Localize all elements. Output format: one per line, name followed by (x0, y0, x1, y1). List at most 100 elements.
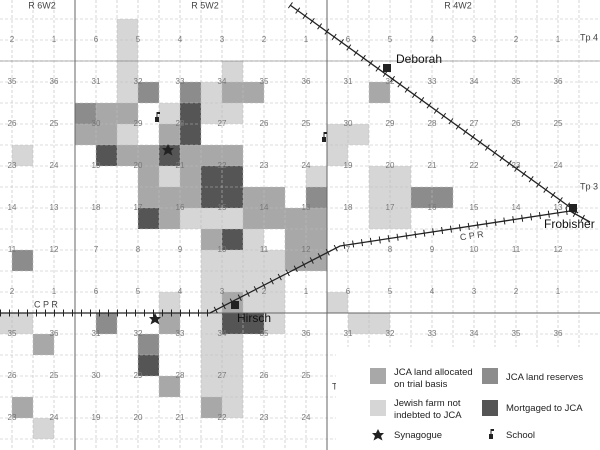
town-label: Frobisher (544, 217, 595, 231)
section-number: 27 (470, 119, 479, 128)
section-number: 15 (470, 203, 479, 212)
parcel (285, 229, 306, 250)
section-number: 34 (218, 77, 227, 86)
section-number: 36 (302, 77, 311, 86)
parcel (369, 82, 390, 103)
railway (289, 4, 579, 214)
parcel (306, 187, 327, 208)
section-number: 33 (176, 329, 185, 338)
parcel (201, 397, 222, 418)
section-number: 23 (260, 413, 269, 422)
section-number: 35 (8, 77, 17, 86)
parcel (96, 124, 117, 145)
section-number: 24 (554, 161, 563, 170)
section-number: 9 (430, 245, 435, 254)
parcel (159, 103, 180, 124)
section-number: 19 (92, 413, 101, 422)
parcel (348, 313, 390, 334)
parcel (96, 103, 138, 124)
parcel (138, 208, 159, 229)
section-number: 31 (92, 77, 101, 86)
legend: JCA land allocated on trial basis JCA lan… (336, 347, 600, 450)
section-number: 6 (94, 35, 99, 44)
parcel (117, 145, 138, 166)
parcel (117, 61, 138, 82)
railways (0, 2, 592, 317)
parcel (117, 19, 138, 40)
section-number: 1 (304, 35, 309, 44)
section-numbers: 2 1 6 5 4 3 2 1 6 5 4 3 2 135 36 31 32 33 34 35 36 31 32 33 34 35… (8, 35, 563, 422)
section-number: 30 (344, 119, 353, 128)
section-number: 4 (178, 35, 183, 44)
synagogue-symbol (162, 144, 174, 156)
parcel (201, 82, 222, 103)
parcel (201, 103, 222, 124)
section-number: 31 (344, 77, 353, 86)
legend-label: JCA land reserves (506, 372, 583, 383)
section-number: 3 (472, 35, 477, 44)
section-number: 9 (178, 245, 183, 254)
section-number: 24 (50, 413, 59, 422)
township-label: Tp 4 (580, 32, 598, 42)
parcel (180, 82, 201, 103)
section-number: 33 (428, 329, 437, 338)
parcel (12, 250, 33, 271)
parcel (117, 40, 138, 61)
parcel (264, 313, 285, 334)
school-symbol (155, 112, 160, 122)
section-number: 20 (134, 161, 143, 170)
section-number: 16 (176, 203, 185, 212)
section-number: 34 (470, 77, 479, 86)
section-number: 1 (304, 287, 309, 296)
legend-symbol (372, 429, 384, 441)
section-number: 2 (514, 35, 519, 44)
parcel (33, 334, 54, 355)
section-number: 23 (260, 161, 269, 170)
section-number: 21 (428, 161, 437, 170)
section-number: 2 (262, 35, 267, 44)
section-number: 1 (556, 35, 561, 44)
section-number: 22 (470, 161, 479, 170)
parcel (222, 208, 243, 229)
section-number: 35 (260, 77, 269, 86)
section-number: 36 (554, 77, 563, 86)
town-label: Hirsch (237, 311, 271, 325)
railway-label: C P R (34, 299, 58, 309)
section-number: 35 (512, 77, 521, 86)
parcel (159, 166, 180, 187)
parcel (75, 103, 96, 124)
section-number: 6 (346, 287, 351, 296)
legend-swatch (482, 368, 498, 384)
section-number: 28 (176, 119, 185, 128)
parcel (0, 313, 33, 334)
parcel (117, 82, 138, 103)
section-number: 31 (344, 329, 353, 338)
section-number: 16 (428, 203, 437, 212)
section-number: 14 (512, 203, 521, 212)
section-number: 1 (52, 287, 57, 296)
parcel (117, 124, 138, 145)
section-number: 23 (512, 161, 521, 170)
parcel (327, 124, 369, 145)
township-label: Tp 3 (580, 181, 598, 191)
section-number: 29 (386, 119, 395, 128)
section-number: 25 (302, 371, 311, 380)
legend-symbol (489, 429, 494, 439)
section-number: 4 (178, 287, 183, 296)
land-parcels (0, 19, 453, 439)
section-number: 36 (302, 329, 311, 338)
section-number: 5 (388, 35, 393, 44)
section-number: 14 (8, 203, 17, 212)
section-number: 8 (388, 245, 393, 254)
parcel (12, 397, 33, 418)
section-number: 3 (472, 287, 477, 296)
section-number: 27 (218, 371, 227, 380)
section-number: 13 (302, 203, 311, 212)
parcel (96, 145, 117, 166)
section-number: 26 (512, 119, 521, 128)
section-number: 4 (430, 35, 435, 44)
parcel (222, 313, 264, 334)
town-label: Deborah (396, 52, 442, 66)
parcel (159, 376, 180, 397)
section-number: 32 (386, 329, 395, 338)
